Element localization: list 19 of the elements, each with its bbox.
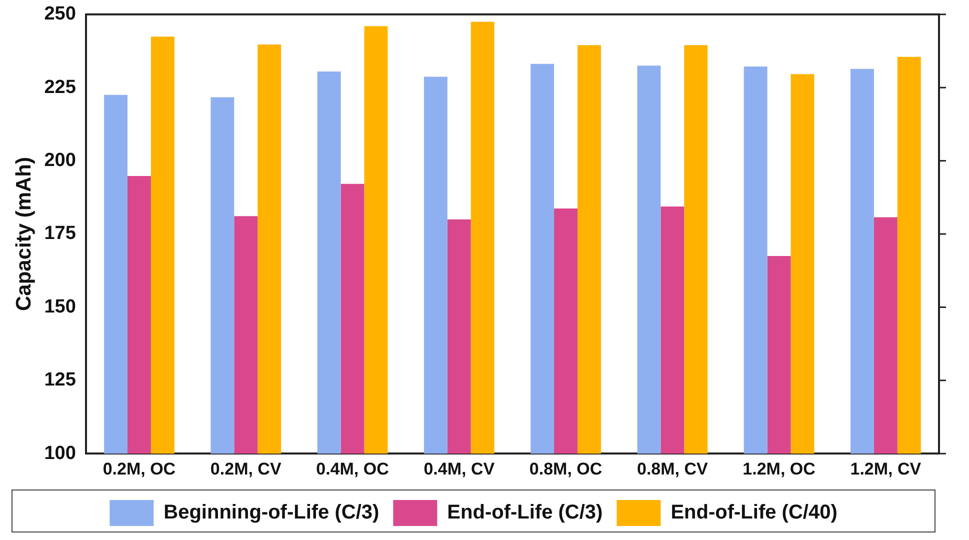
y-axis-title: Capacity (mAh)	[12, 156, 36, 312]
x-tick-label: 0.2M, OC	[102, 459, 176, 478]
y-tick-label: 250	[44, 4, 76, 25]
x-tick-label: 1.2M, OC	[742, 459, 816, 478]
y-tick-label: 125	[44, 370, 76, 391]
legend-label: Beginning-of-Life (C/3)	[164, 502, 380, 524]
x-tick-label: 0.4M, OC	[316, 459, 389, 478]
x-tick-label: 0.4M, CV	[424, 459, 496, 478]
y-tick-label: 150	[44, 296, 76, 318]
y-tick-label: 100	[44, 442, 76, 464]
legend-label: End-of-Life (C/40)	[670, 502, 838, 524]
x-tick-label: 0.8M, OC	[529, 459, 602, 478]
x-tick-label: 0.8M, CV	[636, 459, 708, 478]
y-tick-label: 175	[44, 223, 76, 244]
legend-label: End-of-Life (C/3)	[447, 502, 603, 524]
x-tick-label: 1.2M, CV	[850, 459, 922, 478]
x-tick-label: 0.2M, CV	[210, 459, 282, 478]
y-tick-label: 200	[44, 150, 76, 172]
y-tick-label: 225	[44, 76, 76, 98]
